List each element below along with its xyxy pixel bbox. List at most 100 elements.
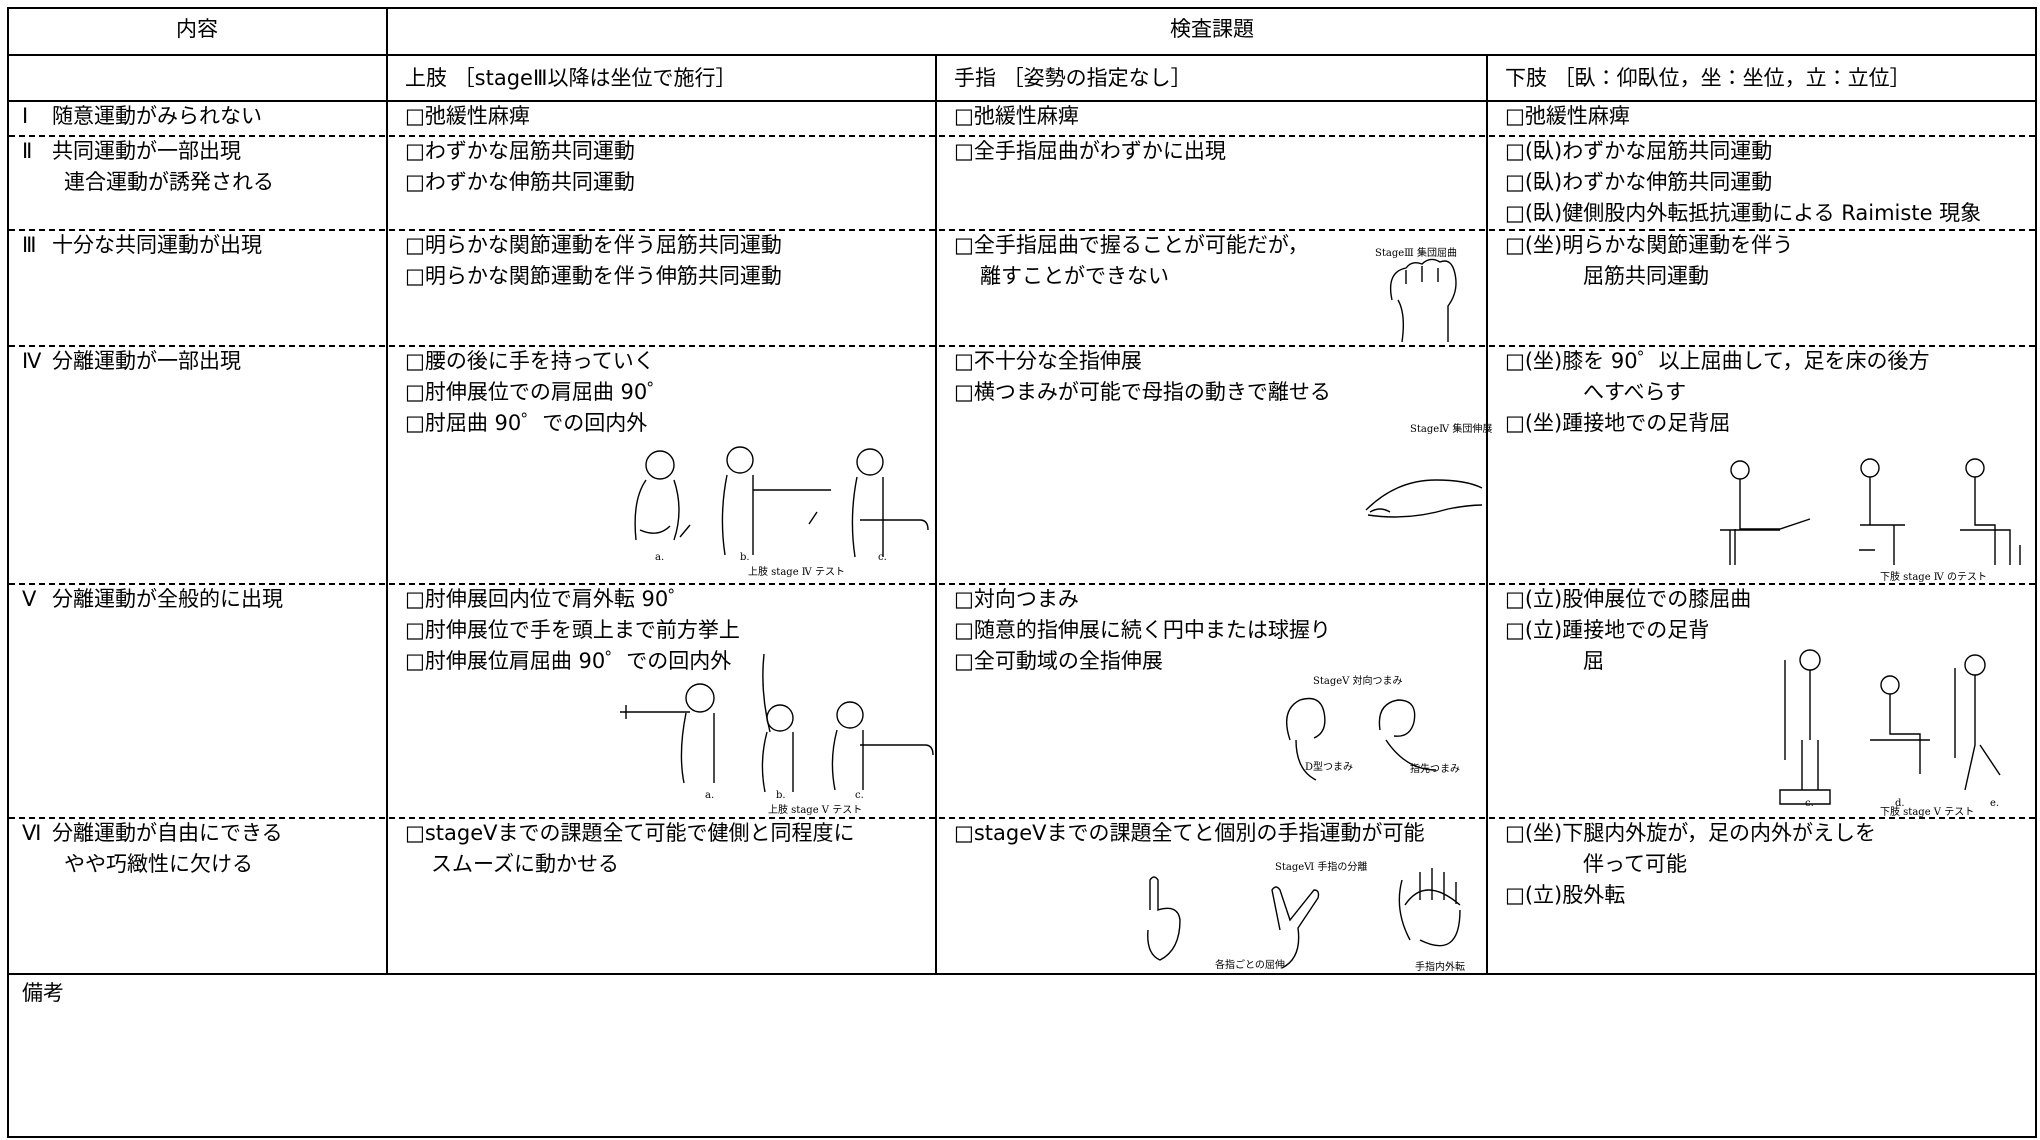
illustration [1147, 868, 1461, 969]
border [7, 1136, 2037, 1138]
illustration [1720, 458, 2021, 565]
task-item: □不十分な全指伸展 [954, 349, 1142, 373]
task-item: □(立)股伸展位での膝屈曲 [1505, 587, 1752, 611]
stage-number: Ⅰ [22, 104, 29, 128]
task-item: □肘伸展位で手を頭上まで前方挙上 [405, 618, 740, 642]
task-item: □(立)股外転 [1505, 883, 1626, 907]
figure-label: c. [855, 790, 864, 801]
figure-caption: StageⅥ 手指の分離 [1275, 860, 1367, 873]
figure-caption: StageⅤ 対向つまみ [1313, 674, 1403, 687]
stage-text: 十分な共同運動が出現 [52, 233, 262, 257]
header-tasks: 検査課題 [1170, 17, 1254, 41]
task-item: 伴って可能 [1583, 852, 1687, 876]
task-item: □随意的指伸展に続く円中または球握り [954, 618, 1331, 642]
stage-text: 分離運動が一部出現 [52, 349, 241, 373]
task-item: □肘屈曲 90゜での回内外 [405, 411, 648, 435]
figure-label: b. [776, 790, 786, 801]
task-item: □横つまみが可能で母指の動きで離せる [954, 380, 1331, 404]
task-item: □全手指屈曲で握ることが可能だが， [954, 233, 1309, 257]
illustration [1365, 479, 1483, 518]
figure-label: D型つまみ [1305, 760, 1353, 773]
task-item: □(臥)わずかな伸筋共同運動 [1505, 170, 1773, 194]
task-item: □(臥)健側股内外転抵抗運動による Raimiste 現象 [1505, 201, 1982, 225]
column-header: 手指 ［姿勢の指定なし］ [954, 66, 1192, 90]
task-item: □(坐)明らかな関節運動を伴う [1505, 233, 1794, 257]
task-item: □わずかな屈筋共同運動 [405, 139, 635, 163]
figure-label: c. [878, 552, 887, 563]
task-item: □(臥)わずかな屈筋共同運動 [1505, 139, 1773, 163]
task-item: □腰の後に手を持っていく [405, 349, 655, 373]
task-item: □(坐)踵接地での足背屈 [1505, 411, 1731, 435]
stage-text: 分離運動が全般的に出現 [52, 587, 283, 611]
figure-label: a. [655, 552, 664, 563]
column-header: 上肢 ［stageⅢ以降は坐位で施行］ [405, 66, 737, 90]
figure-caption: StageⅣ 集団伸展 [1410, 422, 1492, 435]
task-item: スムーズに動かせる [431, 852, 619, 876]
task-item: □弛緩性麻痺 [954, 104, 1079, 128]
task-item: □(坐)膝を 90゜以上屈曲して，足を床の後方 [1505, 349, 1930, 373]
border [7, 7, 9, 1138]
task-item: □stageⅤまでの課題全てと個別の手指運動が可能 [954, 821, 1425, 845]
row-divider [9, 817, 2035, 819]
row-divider [9, 229, 2035, 231]
border [2035, 7, 2037, 1138]
border [7, 7, 2037, 9]
border [935, 54, 937, 975]
stage-number: Ⅵ [22, 821, 42, 845]
illustration [1389, 258, 1457, 343]
figure-caption: 上肢 stage Ⅴ テスト [768, 803, 862, 816]
figure-label: 指先つまみ [1410, 762, 1460, 775]
task-item: □弛緩性麻痺 [1505, 104, 1630, 128]
task-item: □明らかな関節運動を伴う屈筋共同運動 [405, 233, 782, 257]
figure-label: c. [1805, 798, 1814, 809]
stage-text: 連合運動が誘発される [64, 170, 274, 194]
stage-text: 随意運動がみられない [52, 104, 262, 128]
figure-label: b. [740, 552, 750, 563]
task-item: □肘伸展位肩屈曲 90゜での回内外 [405, 649, 732, 673]
border [386, 7, 388, 975]
stage-text: 分離運動が自由にできる [52, 821, 283, 845]
task-item: □わずかな伸筋共同運動 [405, 170, 635, 194]
illustration [634, 446, 929, 558]
figure-caption: StageⅢ 集団屈曲 [1375, 246, 1457, 259]
illustration [1286, 697, 1437, 781]
stage-number: Ⅲ [22, 233, 37, 257]
figure-caption: 下肢 stage Ⅴ テスト [1880, 805, 1974, 818]
task-item: □全手指屈曲がわずかに出現 [954, 139, 1226, 163]
task-item: □明らかな関節運動を伴う伸筋共同運動 [405, 264, 782, 288]
task-item: □stageⅤまでの課題全て可能で健側と同程度に [405, 821, 855, 845]
illustration [1779, 649, 2001, 805]
illustration [620, 653, 934, 793]
figure-label: 手指内外転 [1415, 960, 1465, 973]
column-header: 下肢 ［臥：仰臥位，坐：坐位，立：立位］ [1505, 66, 1911, 90]
task-item: □弛緩性麻痺 [405, 104, 530, 128]
task-item: □(立)踵接地での足背 [1505, 618, 1710, 642]
note-label: 備考 [22, 981, 64, 1005]
task-item: 屈 [1583, 649, 1604, 673]
task-item: □肘伸展位での肩屈曲 90゜ [405, 380, 669, 404]
header-content: 内容 [176, 17, 218, 41]
stage-text: やや巧緻性に欠ける [64, 852, 253, 876]
stage-number: Ⅳ [22, 349, 42, 373]
border [1486, 54, 1488, 975]
row-divider [9, 135, 2035, 137]
stage-number: Ⅴ [22, 587, 37, 611]
row-divider [9, 345, 2035, 347]
task-item: へすべらす [1583, 380, 1687, 404]
task-item: □(坐)下腿内外旋が，足の内外がえしを [1505, 821, 1876, 845]
border [7, 54, 2037, 56]
row-divider [9, 583, 2035, 585]
figure-label: d. [1895, 798, 1905, 809]
figure-caption: 下肢 stage Ⅳ のテスト [1880, 570, 1987, 583]
figure-label: a. [705, 790, 714, 801]
border [7, 100, 2037, 102]
task-item: □全可動域の全指伸展 [954, 649, 1163, 673]
task-item: 離すことができない [980, 264, 1169, 288]
task-item: □肘伸展回内位で肩外転 90゜ [405, 587, 690, 611]
figure-label: e. [1990, 798, 1999, 809]
figure-caption: 上肢 stage Ⅳ テスト [748, 565, 845, 578]
stage-number: Ⅱ [22, 139, 33, 163]
task-item: □対向つまみ [954, 587, 1079, 611]
